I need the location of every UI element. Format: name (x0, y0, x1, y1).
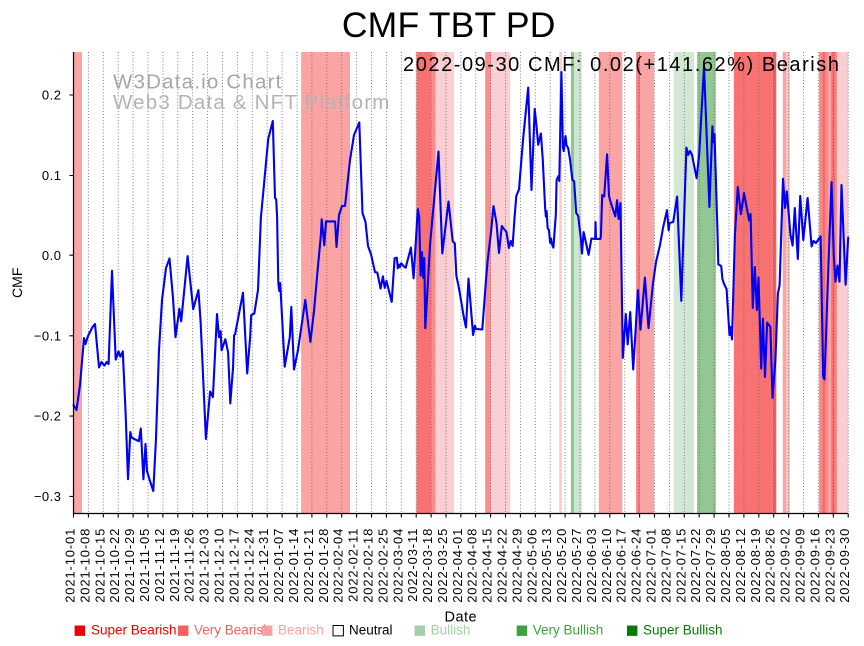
svg-text:2022-04-29: 2022-04-29 (509, 528, 524, 603)
svg-text:2022-02-18: 2022-02-18 (361, 528, 376, 603)
svg-text:2022-09-09: 2022-09-09 (793, 528, 808, 603)
svg-text:2022-03-25: 2022-03-25 (435, 528, 450, 603)
svg-text:2021-12-10: 2021-12-10 (212, 528, 227, 603)
svg-text:2022-02-25: 2022-02-25 (375, 528, 390, 603)
svg-text:−0.2: −0.2 (34, 409, 62, 424)
svg-text:Bearish: Bearish (278, 622, 324, 637)
svg-text:2021-12-17: 2021-12-17 (226, 528, 241, 603)
svg-text:2021-11-12: 2021-11-12 (152, 528, 167, 602)
svg-text:2022-09-02: 2022-09-02 (778, 528, 793, 603)
svg-text:2022-05-06: 2022-05-06 (524, 528, 539, 603)
svg-text:2021-10-15: 2021-10-15 (92, 528, 107, 603)
svg-text:Very Bearish: Very Bearish (194, 622, 271, 637)
svg-text:2022-09-16: 2022-09-16 (807, 528, 822, 603)
svg-text:2021-10-22: 2021-10-22 (107, 528, 122, 603)
svg-text:2022-08-19: 2022-08-19 (748, 528, 763, 603)
svg-text:2021-11-19: 2021-11-19 (167, 528, 182, 602)
svg-text:2022-07-29: 2022-07-29 (703, 528, 718, 603)
svg-text:2021-11-05: 2021-11-05 (137, 528, 152, 602)
svg-text:2022-05-20: 2022-05-20 (554, 528, 569, 603)
svg-text:2022-01-21: 2022-01-21 (301, 528, 316, 603)
svg-text:Very Bullish: Very Bullish (533, 622, 604, 637)
svg-text:0.2: 0.2 (42, 88, 62, 103)
svg-text:Web3 Data & NFT Platform: Web3 Data & NFT Platform (113, 91, 391, 114)
svg-text:0.1: 0.1 (42, 168, 62, 183)
svg-text:2022-04-15: 2022-04-15 (480, 528, 495, 603)
svg-text:2022-06-24: 2022-06-24 (629, 528, 644, 603)
svg-text:2022-03-11: 2022-03-11 (405, 528, 420, 602)
svg-text:2022-01-28: 2022-01-28 (316, 528, 331, 603)
svg-text:2022-07-08: 2022-07-08 (658, 528, 673, 603)
svg-text:Super Bullish: Super Bullish (643, 622, 723, 637)
svg-text:2022-07-22: 2022-07-22 (688, 528, 703, 603)
svg-text:2021-12-03: 2021-12-03 (197, 528, 212, 603)
svg-text:2022-07-01: 2022-07-01 (644, 528, 659, 603)
svg-text:2022-07-15: 2022-07-15 (673, 528, 688, 603)
svg-text:2021-10-01: 2021-10-01 (63, 528, 78, 603)
svg-text:2022-01-14: 2022-01-14 (286, 528, 301, 603)
svg-text:2022-02-04: 2022-02-04 (331, 528, 346, 603)
svg-text:−0.3: −0.3 (34, 489, 62, 504)
svg-text:2022-08-12: 2022-08-12 (733, 528, 748, 603)
svg-text:2022-01-07: 2022-01-07 (271, 528, 286, 603)
svg-text:2022-06-10: 2022-06-10 (599, 528, 614, 603)
svg-text:2022-04-01: 2022-04-01 (450, 528, 465, 603)
svg-text:2022-05-13: 2022-05-13 (539, 528, 554, 603)
svg-text:Bullish: Bullish (431, 622, 471, 637)
svg-text:2022-06-03: 2022-06-03 (584, 528, 599, 603)
svg-text:Super Bearish: Super Bearish (91, 622, 177, 637)
svg-text:2022-04-08: 2022-04-08 (465, 528, 480, 603)
svg-text:W3Data.io Chart: W3Data.io Chart (113, 70, 283, 93)
svg-text:−0.1: −0.1 (34, 328, 62, 343)
svg-text:2021-10-29: 2021-10-29 (122, 528, 137, 603)
svg-text:2022-04-22: 2022-04-22 (495, 528, 510, 603)
svg-text:2022-08-26: 2022-08-26 (763, 528, 778, 603)
svg-text:2021-12-24: 2021-12-24 (241, 528, 256, 603)
svg-text:2022-05-27: 2022-05-27 (569, 528, 584, 603)
svg-text:2021-12-31: 2021-12-31 (256, 528, 271, 603)
svg-text:2021-11-26: 2021-11-26 (182, 528, 197, 602)
svg-text:0.0: 0.0 (42, 248, 62, 263)
svg-text:2022-08-05: 2022-08-05 (718, 528, 733, 603)
svg-text:2022-09-23: 2022-09-23 (822, 528, 837, 603)
svg-text:2022-02-11: 2022-02-11 (346, 528, 361, 602)
svg-text:Neutral: Neutral (349, 622, 393, 637)
svg-text:2022-06-17: 2022-06-17 (614, 528, 629, 603)
svg-text:CMF TBT PD: CMF TBT PD (342, 5, 556, 45)
svg-text:CMF: CMF (9, 268, 25, 298)
svg-text:2022-03-18: 2022-03-18 (420, 528, 435, 603)
svg-text:2022-09-30 CMF: 0.02(+141.62%): 2022-09-30 CMF: 0.02(+141.62%) Bearish (403, 54, 840, 76)
svg-text:2021-10-08: 2021-10-08 (77, 528, 92, 603)
svg-text:Date: Date (444, 609, 477, 625)
svg-text:2022-03-04: 2022-03-04 (390, 528, 405, 603)
svg-text:2022-09-30: 2022-09-30 (837, 528, 852, 603)
